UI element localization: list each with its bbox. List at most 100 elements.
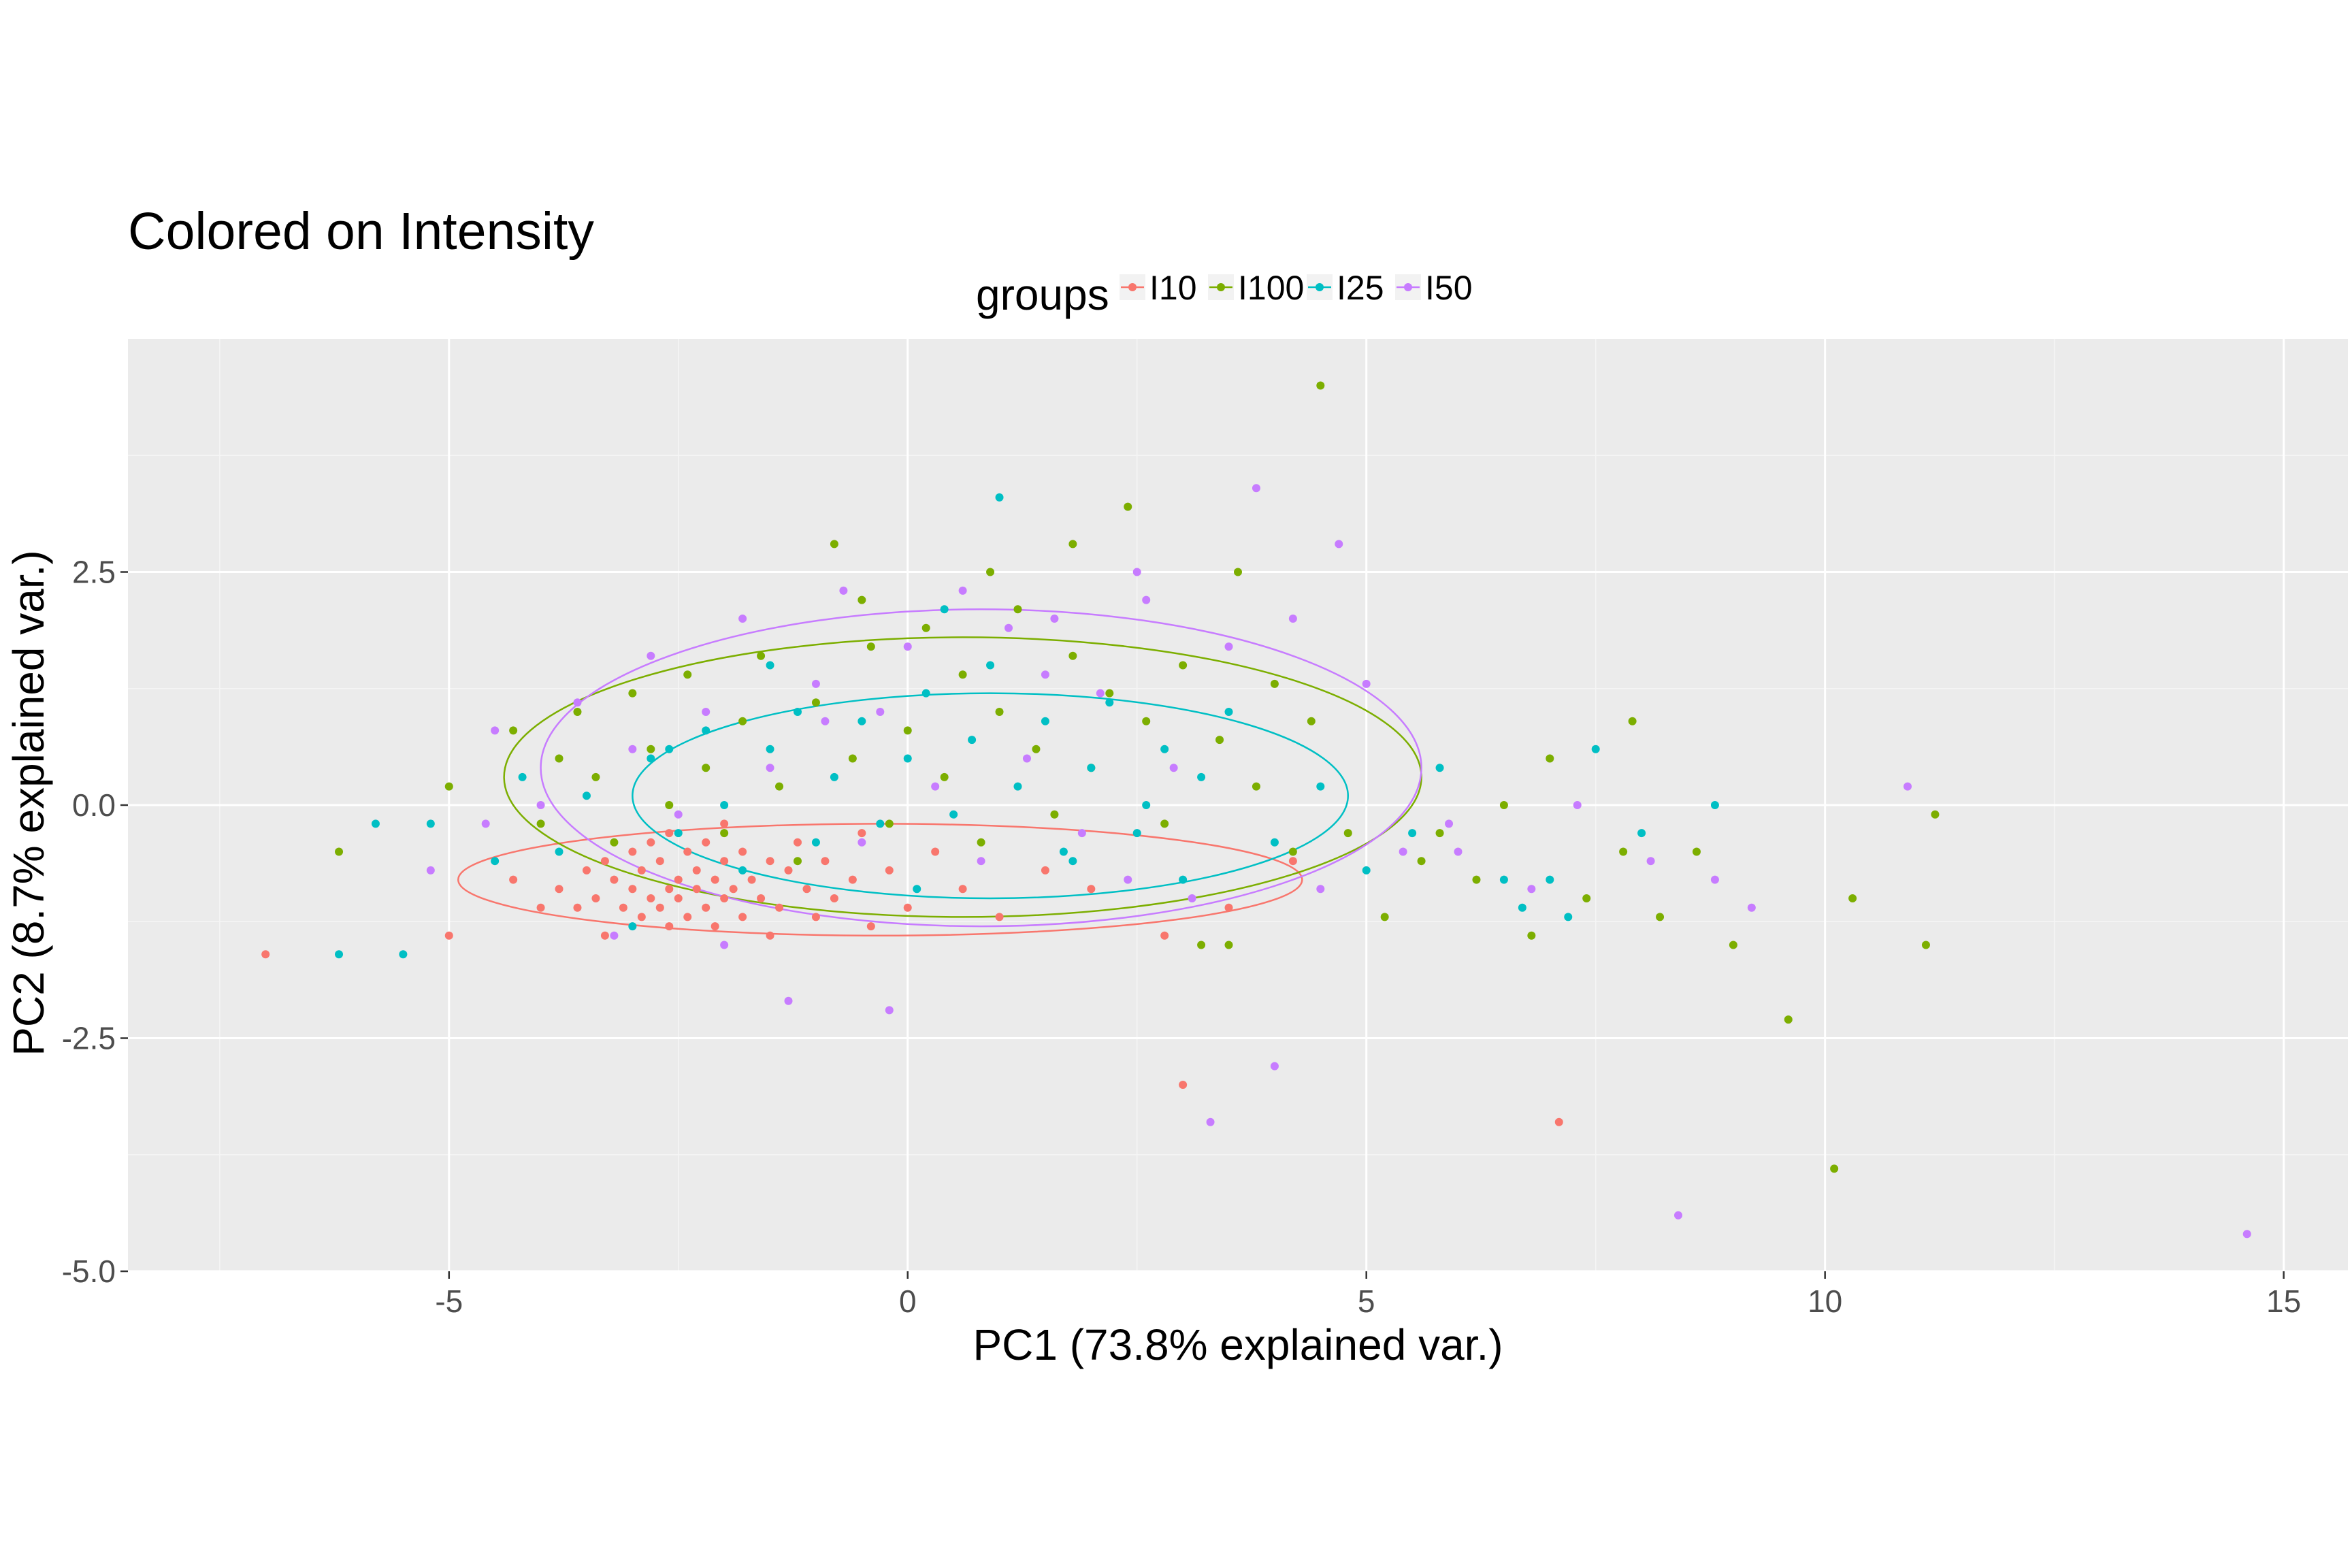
point-i50 — [1362, 679, 1371, 688]
legend-key-point — [1128, 283, 1137, 291]
point-i10 — [720, 819, 729, 828]
point-i100 — [555, 754, 564, 763]
legend-item-i25: I25 — [1307, 269, 1384, 307]
point-i10 — [848, 875, 857, 884]
point-i25 — [628, 922, 637, 931]
point-i25 — [1197, 772, 1206, 781]
point-i10 — [1288, 857, 1297, 866]
point-i100 — [793, 857, 802, 866]
point-i10 — [582, 866, 591, 875]
point-i100 — [858, 595, 866, 604]
point-i25 — [1224, 708, 1233, 716]
point-i100 — [509, 726, 518, 735]
series-i100 — [335, 381, 1940, 1173]
point-i100 — [1160, 819, 1169, 828]
point-i50 — [536, 801, 545, 809]
series-i50 — [426, 484, 2251, 1239]
point-i25 — [335, 950, 344, 959]
point-i100 — [1288, 847, 1297, 856]
legend-item-i10: I10 — [1120, 269, 1197, 307]
point-i25 — [858, 717, 866, 725]
point-i25 — [811, 838, 820, 847]
point-i25 — [940, 605, 949, 614]
point-i10 — [600, 857, 609, 866]
point-i100 — [977, 838, 985, 847]
x-tick-label: -5 — [435, 1284, 463, 1319]
point-i50 — [876, 708, 885, 716]
point-i100 — [1270, 679, 1279, 688]
point-i100 — [1848, 894, 1857, 902]
point-i100 — [647, 745, 655, 753]
point-i10 — [1041, 866, 1049, 875]
point-i10 — [995, 913, 1004, 921]
point-i50 — [573, 698, 582, 707]
point-i50 — [1646, 857, 1655, 866]
point-i10 — [720, 857, 729, 866]
point-i50 — [977, 857, 985, 866]
point-i100 — [1050, 810, 1059, 819]
point-i100 — [848, 754, 857, 763]
point-i100 — [1142, 717, 1151, 725]
legend-item-i100: I100 — [1208, 269, 1304, 307]
ellipse-i50 — [540, 608, 1422, 928]
point-i10 — [683, 913, 692, 921]
point-i10 — [784, 866, 793, 875]
point-i50 — [720, 941, 729, 949]
point-i100 — [866, 642, 875, 651]
point-i50 — [958, 586, 967, 595]
legend-label: I10 — [1149, 269, 1197, 307]
point-i10 — [757, 894, 766, 902]
point-i10 — [958, 885, 967, 894]
legend-key-point — [1404, 283, 1412, 291]
point-i100 — [1105, 689, 1114, 698]
point-i10 — [702, 903, 710, 912]
legend-item-i50: I50 — [1395, 269, 1473, 307]
point-i10 — [610, 875, 619, 884]
point-i100 — [921, 623, 930, 632]
point-i50 — [766, 764, 774, 772]
point-i50 — [738, 615, 747, 623]
point-i25 — [995, 493, 1004, 502]
point-i100 — [1032, 745, 1041, 753]
point-i10 — [766, 931, 774, 940]
point-i25 — [1179, 875, 1188, 884]
point-i100 — [335, 847, 344, 856]
point-i10 — [710, 875, 719, 884]
point-i10 — [720, 894, 729, 902]
point-i50 — [839, 586, 848, 595]
point-i25 — [1087, 764, 1096, 772]
point-i50 — [1224, 642, 1233, 651]
point-i100 — [610, 838, 619, 847]
point-i25 — [1637, 829, 1646, 838]
point-i50 — [1445, 819, 1454, 828]
point-i50 — [903, 642, 912, 651]
point-i25 — [903, 754, 912, 763]
point-i25 — [1710, 801, 1719, 809]
point-i100 — [830, 540, 838, 549]
point-i100 — [1197, 941, 1206, 949]
point-i50 — [1096, 689, 1105, 698]
point-i10 — [261, 950, 270, 959]
point-i100 — [1124, 502, 1132, 511]
point-i10 — [637, 866, 646, 875]
point-i25 — [1270, 838, 1279, 847]
point-i25 — [1013, 782, 1022, 791]
point-i50 — [1527, 885, 1536, 894]
point-i10 — [655, 903, 664, 912]
point-i25 — [986, 661, 995, 670]
point-i10 — [647, 838, 655, 847]
point-i100 — [1582, 894, 1591, 902]
point-i100 — [986, 568, 995, 576]
point-i50 — [858, 838, 866, 847]
point-i100 — [903, 726, 912, 735]
point-i25 — [491, 857, 500, 866]
point-i25 — [674, 829, 683, 838]
point-i50 — [426, 866, 435, 875]
legend-key-point — [1316, 283, 1324, 291]
point-i10 — [866, 922, 875, 931]
point-i10 — [509, 875, 518, 884]
point-i25 — [1564, 913, 1573, 921]
y-axis-title: PC2 (8.7% explained var.) — [4, 550, 53, 1056]
point-i100 — [1215, 736, 1224, 745]
point-i25 — [1132, 829, 1141, 838]
